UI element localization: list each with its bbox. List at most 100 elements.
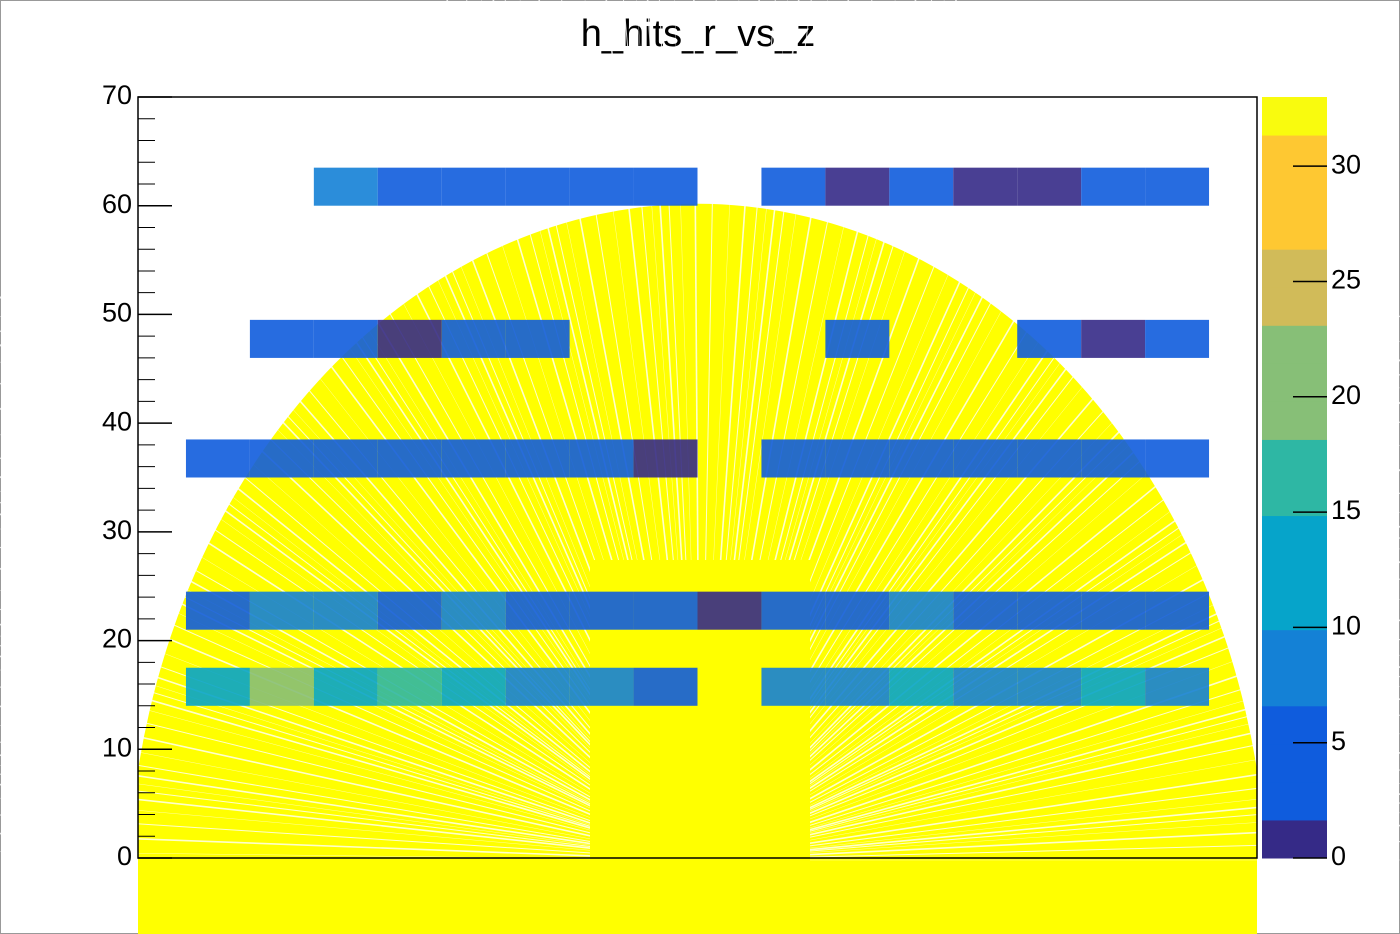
fan-streak <box>0 645 701 861</box>
fan-streak <box>0 832 701 861</box>
colorbar-step <box>1262 439 1327 478</box>
colorbar-step <box>1262 287 1327 326</box>
heat-cell <box>505 319 570 358</box>
heat-cell <box>1145 167 1210 206</box>
colorbar-step <box>1262 135 1327 174</box>
fan-streak <box>699 824 1400 861</box>
fan-streak <box>0 783 701 861</box>
heat-cell <box>249 591 314 630</box>
fan-streak <box>0 330 701 861</box>
colorbar-step <box>1262 211 1327 250</box>
heat-cell <box>761 667 826 706</box>
y-tick-label: 50 <box>102 298 132 328</box>
heat-cell <box>313 319 378 358</box>
heat-cell <box>313 167 378 206</box>
heat-cell <box>1081 667 1146 706</box>
fan-streak <box>0 315 701 861</box>
heat-cell <box>505 667 570 706</box>
colorbar-tick-label: 0 <box>1331 841 1346 871</box>
heat-cell <box>889 439 954 478</box>
y-tick-label: 0 <box>117 841 132 871</box>
colorbar-step <box>1262 591 1327 631</box>
heat-cell <box>569 667 634 706</box>
heat-cell <box>1017 167 1082 206</box>
heat-cell <box>889 167 954 206</box>
fan-streak <box>699 444 1400 861</box>
colorbar-step <box>1262 667 1327 707</box>
colorbar-tick-label: 5 <box>1331 726 1346 756</box>
fan-streak <box>699 812 1400 861</box>
fan-streak <box>0 655 701 861</box>
heat-cell <box>1081 439 1146 478</box>
y-tick-label: 30 <box>102 515 132 545</box>
heat-cell <box>249 319 314 358</box>
heat-cell <box>825 439 890 478</box>
fan-streak <box>699 525 1400 861</box>
fan-streak <box>0 296 701 861</box>
heat-cell <box>377 439 442 478</box>
colorbar-step <box>1262 477 1327 517</box>
heat-cell <box>1145 439 1210 478</box>
colorbar-step <box>1262 97 1327 136</box>
colorbar-tick-label: 20 <box>1331 380 1361 410</box>
heat-cell <box>377 667 442 706</box>
heat-cell <box>953 167 1018 206</box>
heat-cell <box>185 667 250 706</box>
heat-cell <box>313 667 378 706</box>
heat-cell <box>377 167 442 206</box>
fan-streak <box>699 698 1400 861</box>
fan-streak <box>699 638 1400 861</box>
fan-streak <box>0 814 701 861</box>
fan-streak <box>699 733 1400 861</box>
colorbar-step <box>1262 743 1327 783</box>
heat-cell <box>441 591 506 630</box>
heat-cell <box>441 167 506 206</box>
colorbar-tick-label: 15 <box>1331 495 1361 525</box>
heat-cell <box>377 591 442 630</box>
fan-streak <box>699 769 1400 861</box>
colorbar-tick-label: 30 <box>1331 149 1361 179</box>
colorbar-step <box>1262 705 1327 745</box>
fan-streak <box>0 797 701 861</box>
heat-cell <box>569 439 634 478</box>
heat-cell <box>1145 591 1210 630</box>
heat-cell <box>569 591 634 630</box>
fan-streak <box>10 280 701 861</box>
fan-streak <box>0 754 701 861</box>
fan-streak <box>0 741 701 861</box>
colorbar-tick-label: 25 <box>1331 265 1361 295</box>
heat-cell <box>441 319 506 358</box>
heat-cell <box>313 439 378 478</box>
fan-streak <box>0 686 701 861</box>
fan-streak <box>699 793 1400 861</box>
heat-cell <box>1081 319 1146 358</box>
fan-streak <box>0 773 701 861</box>
heat-cell <box>249 667 314 706</box>
heat-cell <box>1145 319 1210 358</box>
fan-streak <box>699 686 1400 861</box>
heat-cell <box>569 167 634 206</box>
heat-cell <box>953 591 1018 630</box>
colorbar-step <box>1262 325 1327 364</box>
fan-streak <box>0 669 701 861</box>
y-tick-label: 70 <box>102 80 132 110</box>
heat-cell <box>825 167 890 206</box>
fan-streak <box>0 764 701 861</box>
heat-cell <box>505 167 570 206</box>
heat-cell <box>249 439 314 478</box>
heat-cell <box>1145 667 1210 706</box>
fan-streak <box>699 255 1368 861</box>
heat-cell <box>761 591 826 630</box>
colorbar-step <box>1262 781 1327 821</box>
fan-streak <box>699 676 1400 861</box>
plot-frame <box>137 96 1258 859</box>
fan-streak <box>0 725 701 861</box>
colorbar-step <box>1262 819 1327 859</box>
fan-streak <box>0 705 701 861</box>
heat-cell <box>761 439 826 478</box>
fan-streak <box>0 513 701 861</box>
fan-streak <box>699 666 1400 861</box>
heat-cell <box>633 591 698 630</box>
colorbar-step <box>1262 515 1327 555</box>
